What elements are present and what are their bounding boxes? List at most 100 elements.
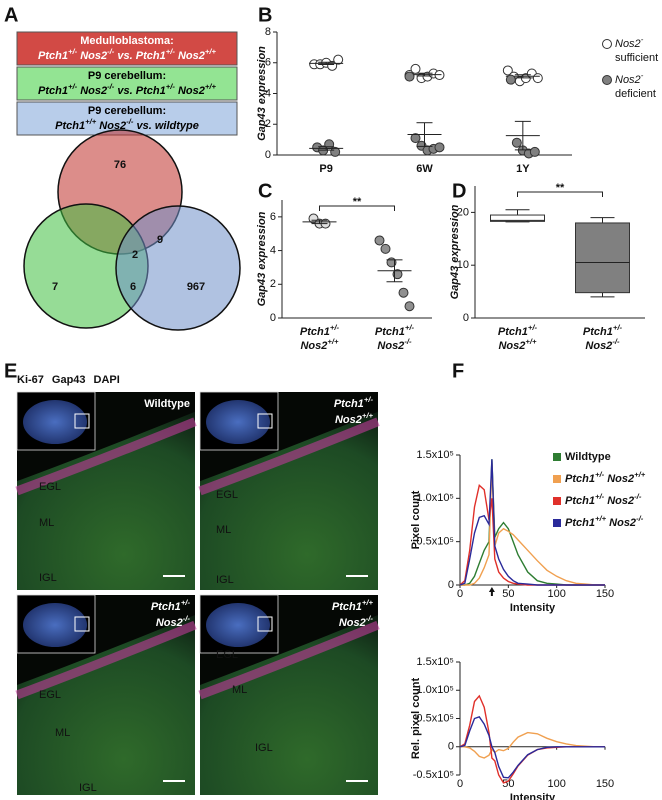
venn-count: 7 [52, 281, 58, 293]
y-tick-label: 0 [448, 741, 454, 753]
data-line [459, 694, 605, 784]
x-tick-label: 50 [502, 588, 514, 600]
panel-label: A [4, 4, 18, 26]
text-segment: Nos2 [335, 414, 362, 426]
venn-count: 6 [130, 281, 136, 293]
significance-bracket [319, 205, 395, 211]
text-segment: sufficient [615, 52, 658, 64]
x-tick-label: 6W [416, 163, 433, 175]
significance-label: ** [556, 182, 565, 194]
text-segment: Nos2 [175, 50, 205, 62]
x-tick-label: 100 [547, 778, 565, 790]
image-title: Ptch1+/- [151, 598, 191, 613]
text-segment: +/+ [205, 82, 217, 91]
y-tick-label: 0 [448, 579, 454, 591]
legend-marker [553, 519, 561, 527]
x-tick-label: Nos2+/+ [498, 337, 537, 352]
text-segment: +/- [613, 323, 623, 332]
text-segment: +/- [166, 47, 176, 56]
text-segment: Ptch1 [334, 398, 364, 410]
text-segment: Nos2 [606, 517, 636, 529]
text-segment: Wildtype [565, 451, 611, 463]
legend-label: Ptch1+/+ Nos2-/- [565, 514, 644, 529]
text-segment: vs. Ptch1 [114, 85, 165, 97]
legend-marker [602, 75, 612, 85]
y-tick-label: 2 [265, 118, 271, 130]
x-tick-label: 50 [502, 778, 514, 790]
x-tick-label: 0 [457, 588, 463, 600]
text-segment: +/- [364, 395, 374, 404]
y-tick-label: 0.5x10⁵ [416, 712, 454, 724]
text-segment: deficient [615, 88, 656, 100]
inset-section [23, 400, 87, 444]
text-segment: Nos2 [96, 120, 126, 132]
y-tick-label: 0 [270, 312, 276, 324]
x-tick-label: P9 [319, 163, 332, 175]
tissue [17, 615, 195, 795]
info-box-text: Medulloblastoma: [80, 35, 174, 47]
x-tick-label: 150 [596, 778, 614, 790]
text-segment: -/- [612, 337, 620, 346]
y-tick-label: 4 [265, 87, 271, 99]
box [490, 214, 545, 222]
text-segment: +/+ [362, 598, 374, 607]
text-segment: Ptch1 [332, 601, 362, 613]
ki67-band [198, 620, 380, 700]
x-tick-label: Ptch1+/- [375, 323, 415, 338]
text-segment: +/+ [85, 117, 97, 126]
region-label: ML [232, 684, 247, 696]
text-segment: +/+ [525, 337, 537, 346]
x-axis-label: Intensity [510, 602, 556, 614]
x-axis-label: Intensity [510, 792, 556, 800]
text-segment: Ptch1 [375, 326, 405, 338]
channel-legend: Ki-67 [17, 374, 44, 386]
text-segment: Nos2 [604, 473, 634, 485]
text-segment: Ptch1 [55, 120, 85, 132]
x-tick-label: Nos2+/+ [300, 337, 339, 352]
x-tick-label: 100 [547, 588, 565, 600]
legend-label: deficient [615, 88, 656, 100]
tissue [200, 411, 378, 590]
text-segment: Nos2 [339, 617, 366, 629]
region-label: ML [216, 524, 231, 536]
legend-label: Wildtype [565, 451, 611, 463]
inset-roi [257, 413, 273, 429]
data-point [532, 73, 543, 84]
x-tick-label: Nos2-/- [377, 337, 412, 352]
y-tick-label: 1.5x10⁵ [416, 656, 454, 668]
text-segment: +/- [166, 82, 176, 91]
image-title: Nos2-/- [156, 614, 191, 629]
image-title: Nos2+/+ [335, 411, 374, 426]
inset-section [206, 603, 270, 647]
inset-section [23, 603, 87, 647]
image-title: Nos2-/- [339, 614, 374, 629]
legend-marker [553, 497, 561, 505]
text-segment: +/- [405, 323, 415, 332]
significance-bracket [517, 191, 603, 197]
region-label: IGL [39, 572, 57, 584]
text-segment: Nos2 [175, 85, 205, 97]
text-segment: Nos2 [377, 340, 404, 352]
channel-legend: DAPI [94, 374, 120, 386]
y-tick-label: 0 [463, 312, 469, 324]
venn-count: 2 [132, 249, 138, 261]
y-tick-label: -0.5x10⁵ [413, 769, 454, 781]
info-box-text: P9 cerebellum: [88, 70, 166, 82]
panel-label: F [452, 360, 464, 382]
text-segment: -/- [107, 47, 115, 56]
region-label: EGL [216, 649, 238, 661]
text-segment: Ptch1 [498, 326, 528, 338]
panel-label: D [452, 180, 466, 202]
data-line [459, 715, 605, 779]
text-segment: Ptch1 [300, 326, 330, 338]
text-segment: Nos2 [615, 38, 641, 50]
arrow [488, 587, 495, 596]
x-tick-label: Nos2-/- [585, 337, 620, 352]
data-line [460, 731, 605, 759]
y-tick-label: 6 [270, 211, 276, 223]
text-segment: Wildtype [144, 398, 190, 410]
y-axis-label: Pixel count [410, 490, 422, 549]
text-segment: Nos2 [604, 495, 634, 507]
box [575, 222, 630, 294]
